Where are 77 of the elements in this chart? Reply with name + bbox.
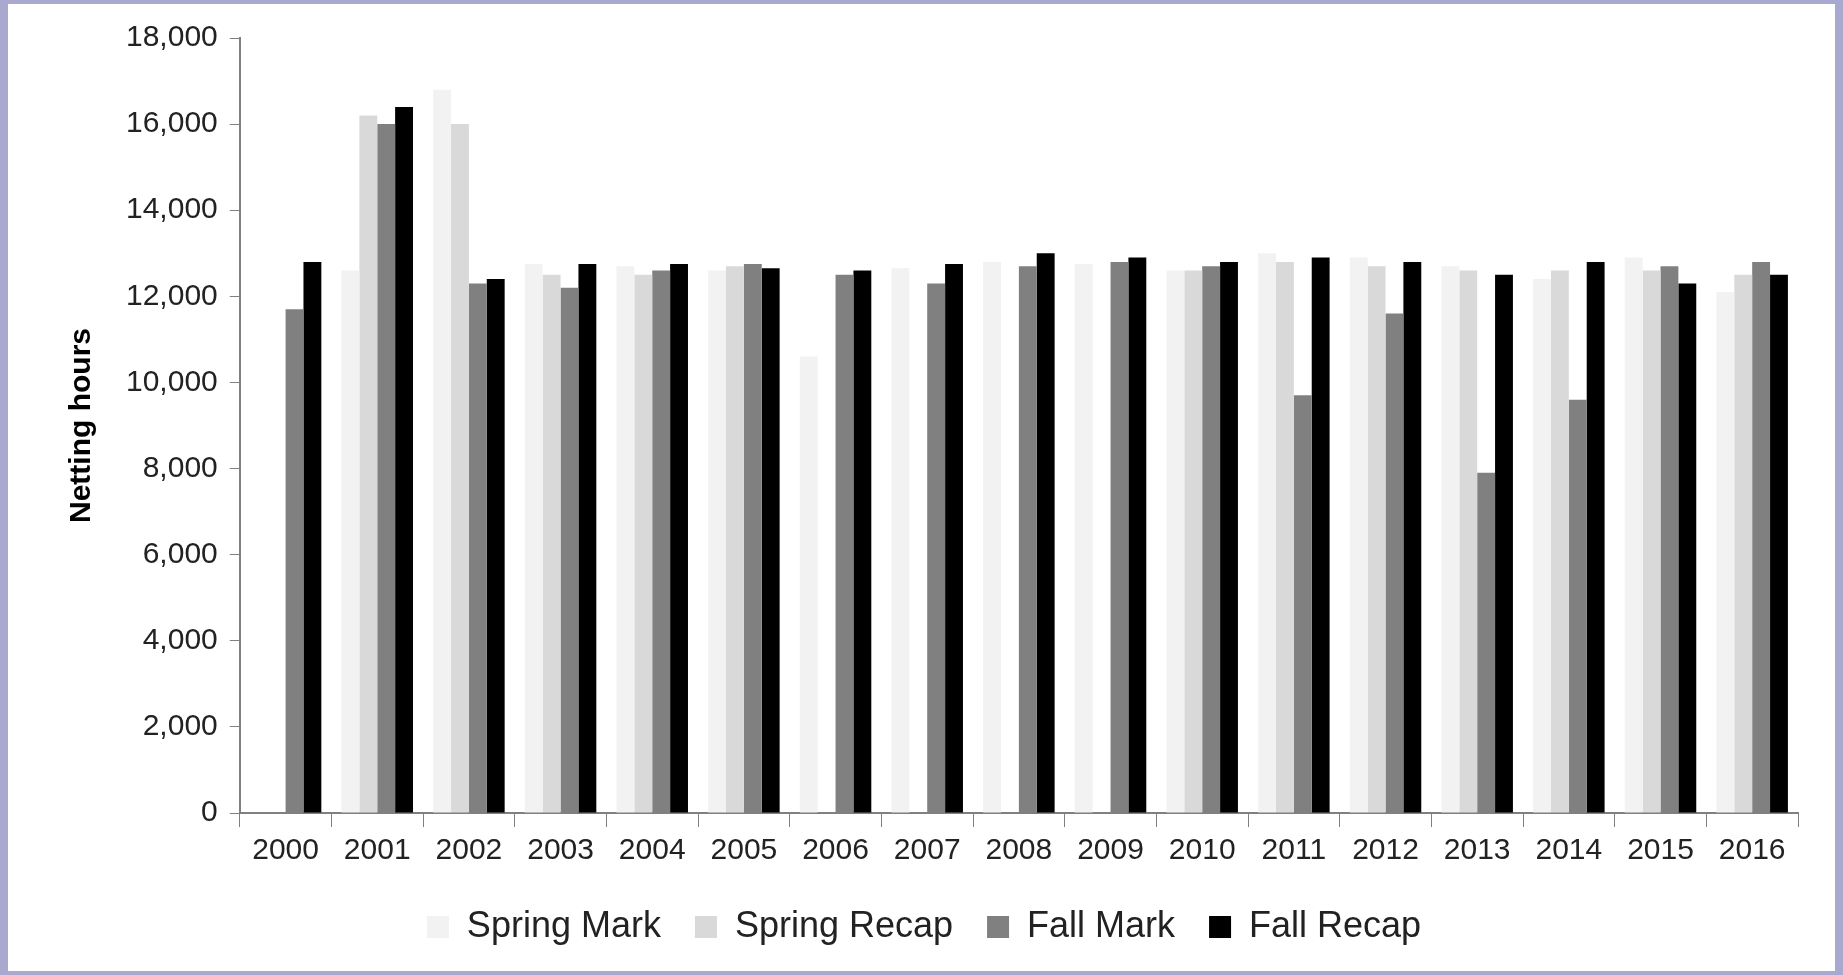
bar (1734, 274, 1753, 813)
x-tick-label: 2007 (893, 832, 961, 866)
legend-label: Spring Recap (734, 903, 954, 945)
bar (1128, 257, 1147, 813)
y-tick-label: 0 (201, 794, 218, 828)
x-tick-label: 2015 (1627, 832, 1694, 866)
y-tick-label: 12,000 (125, 277, 218, 311)
bar (634, 274, 653, 813)
bar (1349, 257, 1368, 813)
bar (708, 270, 727, 813)
bar (578, 264, 597, 813)
bar (1586, 261, 1605, 813)
bar (1275, 261, 1294, 813)
x-tick-label: 2009 (1077, 832, 1144, 866)
y-tick-label: 16,000 (125, 105, 218, 139)
y-tick-label: 14,000 (125, 191, 218, 225)
bar (1184, 270, 1203, 813)
bar (486, 279, 505, 813)
legend-label: Fall Mark (1027, 903, 1177, 945)
bar (341, 270, 360, 813)
x-tick-label: 2000 (252, 832, 319, 866)
y-tick-label: 2,000 (142, 708, 218, 742)
x-tick-label: 2002 (435, 832, 503, 866)
bar (1624, 257, 1643, 813)
bar (616, 266, 635, 813)
bar (1036, 253, 1055, 813)
bar (1642, 270, 1661, 813)
bar (1403, 261, 1422, 813)
bar (945, 264, 963, 813)
x-tick-label: 2004 (618, 832, 686, 866)
y-tick-label: 4,000 (142, 622, 218, 656)
x-tick-label: 2014 (1535, 832, 1603, 866)
x-tick-label: 2011 (1261, 832, 1327, 866)
bar (853, 270, 872, 813)
y-tick-label: 8,000 (142, 449, 218, 483)
bar (891, 268, 910, 813)
x-tick-label: 2005 (710, 832, 778, 866)
bar (524, 264, 543, 813)
bar (799, 356, 818, 813)
y-axis-title: Netting hours (63, 328, 97, 523)
bar (1459, 270, 1478, 813)
bar (542, 274, 561, 813)
bar (726, 266, 744, 813)
bar (451, 124, 469, 813)
x-tick-label: 2003 (527, 832, 594, 866)
bar (1441, 266, 1460, 813)
bar (359, 115, 378, 813)
bar (1220, 261, 1238, 813)
bar (1678, 283, 1697, 813)
bar (1367, 266, 1386, 813)
bar (1716, 292, 1735, 813)
bar (1258, 253, 1276, 813)
bar (433, 89, 452, 813)
bar (1074, 264, 1093, 813)
x-tick-label: 2008 (985, 832, 1053, 866)
bar (983, 261, 1002, 813)
y-tick-label: 10,000 (125, 363, 218, 397)
bar (395, 106, 413, 813)
legend-label: Spring Mark (466, 903, 662, 945)
bar (670, 264, 688, 813)
bar (1166, 270, 1185, 813)
bar (1770, 274, 1788, 813)
x-tick-label: 2006 (802, 832, 869, 866)
x-tick-label: 2016 (1718, 832, 1786, 866)
x-tick-label: 2012 (1352, 832, 1419, 866)
y-tick-label: 18,000 (125, 19, 218, 53)
x-tick-label: 2010 (1168, 832, 1236, 866)
bar (761, 268, 780, 813)
y-tick-label: 6,000 (142, 535, 218, 569)
x-tick-label: 2001 (343, 832, 411, 866)
bar (1311, 257, 1330, 813)
x-tick-label: 2013 (1443, 832, 1511, 866)
legend-label: Fall Recap (1249, 903, 1422, 945)
bar (1533, 279, 1551, 813)
bar (1550, 270, 1569, 813)
bar (303, 261, 322, 813)
bar (1495, 274, 1513, 813)
